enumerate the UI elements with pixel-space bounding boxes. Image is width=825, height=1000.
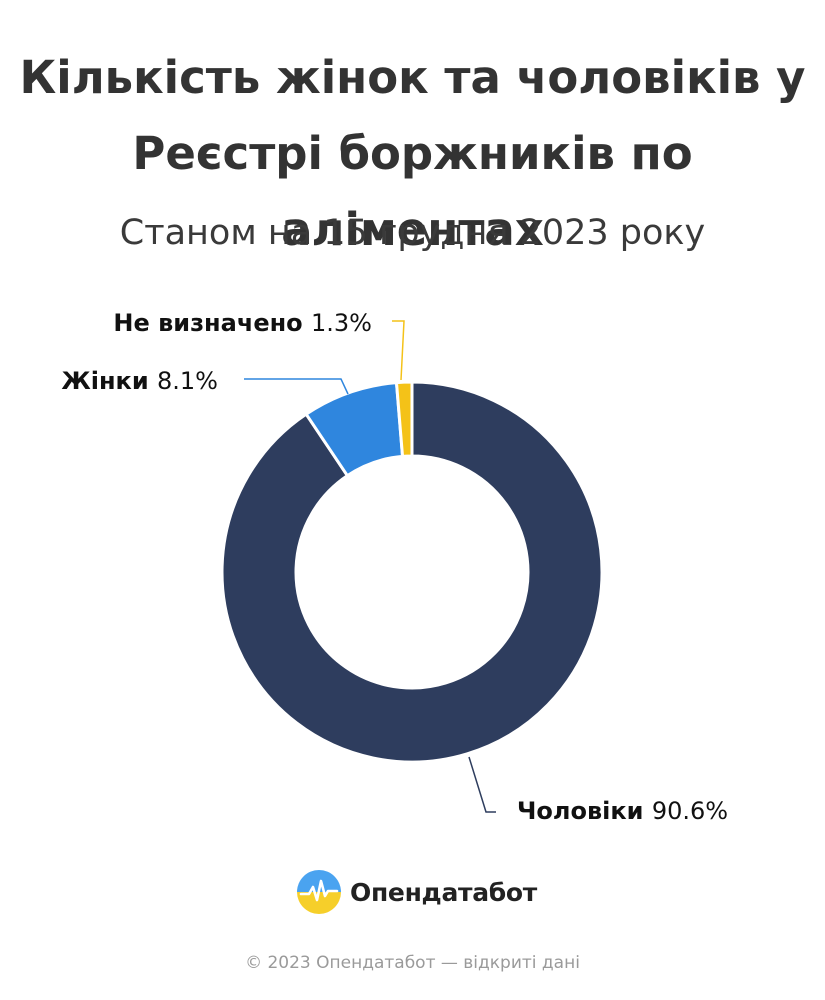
data-label-1: Чоловіки 90.6% <box>517 797 728 825</box>
data-label-3: Не визначено 1.3% <box>113 309 372 337</box>
data-label-value-2: 8.1% <box>157 367 218 395</box>
data-label-value-3: 1.3% <box>311 309 372 337</box>
donut-slices <box>220 380 604 764</box>
footer-copyright: © 2023 Опендатабот — відкриті дані <box>245 953 580 973</box>
chart-title-line-2: Реєстрі боржників по аліментах <box>132 127 693 256</box>
donut-slice-1 <box>220 380 604 764</box>
opendatabot-logo-icon <box>297 870 341 914</box>
chart-subtitle: Станом на 15 грудня 2023 року <box>119 213 706 253</box>
data-label-value-1: 90.6% <box>652 797 728 825</box>
label-leader-lines <box>244 320 496 813</box>
data-labels: Чоловіки 90.6% Жінки 8.1% Не визначено 1.3… <box>61 309 728 825</box>
leader-line-2 <box>244 378 349 395</box>
chart-title: Кількість жінок та чоловіків у Реєстрі б… <box>0 40 825 268</box>
brand-name: Опендатабот <box>350 877 537 907</box>
leader-line-1 <box>468 756 496 813</box>
data-label-category-2: Жінки <box>61 367 157 395</box>
brand-logo: Опендатабот <box>296 869 537 915</box>
data-label-2: Жінки 8.1% <box>61 367 218 395</box>
leader-line-3 <box>392 320 405 381</box>
donut-slice-3 <box>394 380 414 458</box>
data-label-category-1: Чоловіки <box>517 797 652 825</box>
data-label-category-3: Не визначено <box>113 309 311 337</box>
chart-title-line-1: Кількість жінок та чоловіків у <box>19 51 806 104</box>
